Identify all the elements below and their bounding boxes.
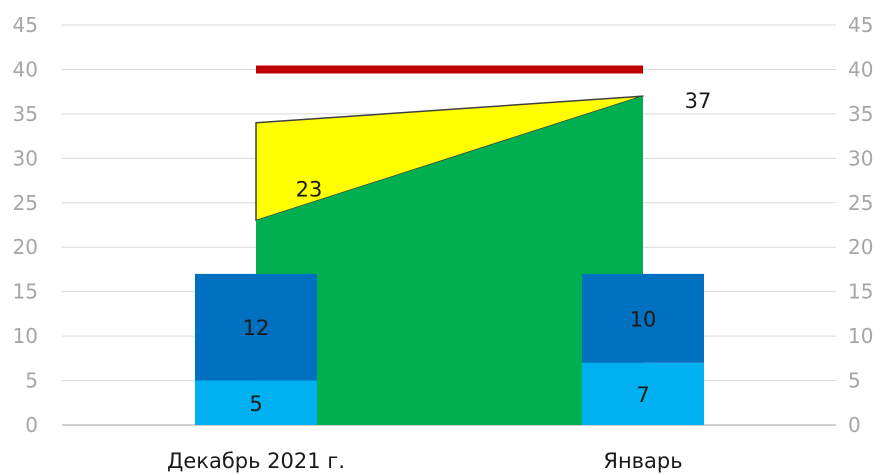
y-tick-label-left: 25	[13, 191, 38, 215]
y-tick-label-left: 35	[13, 102, 38, 126]
y-tick-label-left: 5	[25, 369, 38, 393]
data-labels: 5 12 7 10 23 37	[243, 89, 712, 416]
y-tick-label-right: 30	[848, 146, 873, 170]
y-tick-label-right: 35	[848, 102, 873, 126]
y-tick-label-left: 10	[13, 324, 38, 348]
bar-segment-upper	[195, 273, 317, 381]
y-tick-label-left: 40	[13, 57, 38, 81]
y-tick-label-right: 45	[848, 13, 873, 37]
y-tick-label-right: 0	[848, 413, 861, 437]
y-axis-left: 0 5 10 15 20 25 30 35 40 45	[13, 13, 38, 437]
y-tick-label-right: 20	[848, 235, 873, 259]
y-tick-label-left: 30	[13, 146, 38, 170]
bar-segment-upper	[582, 273, 704, 363]
data-label: 10	[630, 307, 657, 331]
data-label: 5	[249, 392, 262, 416]
data-label: 37	[685, 89, 712, 113]
y-tick-label-right: 25	[848, 191, 873, 215]
y-tick-label-right: 5	[848, 369, 861, 393]
x-tick-label: Январь	[603, 449, 682, 473]
plot-area	[195, 65, 704, 425]
bar-segment-lower	[195, 380, 317, 425]
bar-segment-lower	[582, 362, 704, 425]
y-axis-right: 0 5 10 15 20 25 30 35 40 45	[848, 13, 873, 437]
y-tick-label-left: 45	[13, 13, 38, 37]
y-tick-label-left: 20	[13, 235, 38, 259]
x-axis: Декабрь 2021 г. Январь	[167, 449, 683, 473]
y-tick-label-left: 15	[13, 280, 38, 304]
data-label: 12	[243, 316, 270, 340]
y-tick-label-right: 10	[848, 324, 873, 348]
x-tick-label: Декабрь 2021 г.	[167, 449, 345, 473]
y-tick-label-left: 0	[25, 413, 38, 437]
y-tick-label-right: 15	[848, 280, 873, 304]
y-tick-label-right: 40	[848, 57, 873, 81]
area-series	[256, 96, 643, 425]
data-label: 7	[636, 383, 649, 407]
data-label: 23	[296, 178, 323, 202]
